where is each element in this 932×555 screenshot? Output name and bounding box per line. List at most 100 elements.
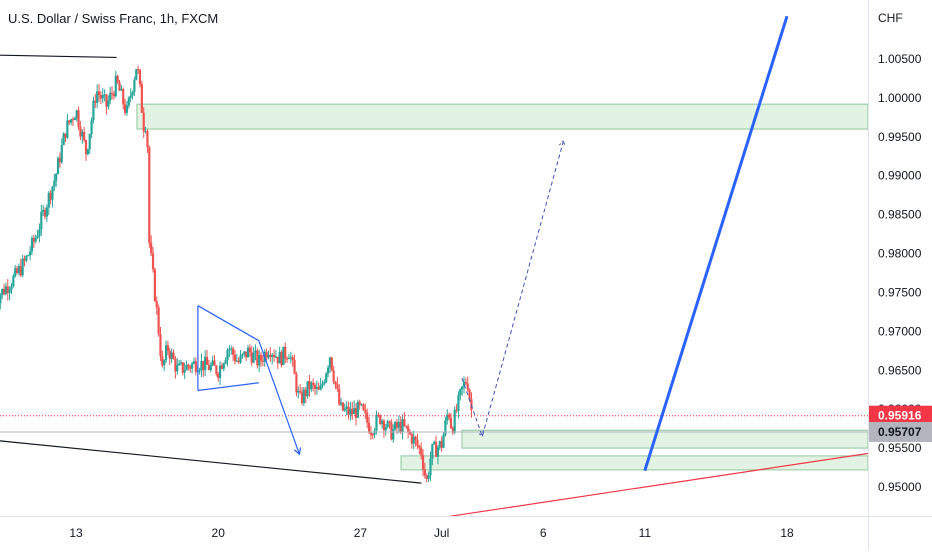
candle[interactable]: [29, 251, 32, 256]
candle[interactable]: [97, 91, 101, 95]
candle[interactable]: [10, 286, 13, 290]
candle[interactable]: [36, 235, 39, 238]
candle[interactable]: [394, 422, 397, 430]
candle[interactable]: [172, 352, 175, 360]
candle[interactable]: [105, 94, 108, 107]
candle[interactable]: [174, 359, 177, 372]
candle[interactable]: [326, 367, 330, 374]
candle[interactable]: [183, 370, 186, 373]
candle[interactable]: [421, 455, 425, 470]
candle[interactable]: [304, 389, 307, 397]
candle[interactable]: [114, 75, 117, 97]
candle[interactable]: [438, 441, 441, 448]
candle[interactable]: [138, 69, 142, 85]
candle[interactable]: [362, 404, 365, 410]
candle[interactable]: [217, 373, 220, 378]
candle[interactable]: [297, 391, 300, 393]
candle[interactable]: [92, 100, 95, 121]
candle[interactable]: [353, 408, 356, 415]
candle[interactable]: [325, 373, 328, 383]
candle[interactable]: [258, 355, 261, 366]
candle[interactable]: [349, 408, 352, 415]
candle[interactable]: [423, 469, 426, 476]
candle[interactable]: [157, 307, 160, 335]
candle[interactable]: [168, 350, 171, 359]
candle[interactable]: [81, 131, 84, 137]
candle[interactable]: [269, 354, 272, 357]
candle[interactable]: [34, 237, 37, 242]
candle[interactable]: [414, 436, 417, 440]
candle[interactable]: [17, 266, 21, 273]
candle[interactable]: [19, 266, 22, 276]
candle[interactable]: [351, 408, 354, 415]
candle[interactable]: [200, 360, 203, 371]
candle[interactable]: [187, 364, 190, 367]
candle[interactable]: [451, 427, 454, 433]
candle[interactable]: [369, 432, 372, 435]
candle[interactable]: [77, 110, 80, 127]
candle[interactable]: [245, 351, 248, 358]
candle[interactable]: [384, 427, 387, 431]
candle[interactable]: [395, 422, 399, 428]
candle[interactable]: [40, 211, 43, 230]
candle[interactable]: [163, 360, 166, 366]
candle[interactable]: [267, 354, 270, 358]
candle[interactable]: [418, 445, 421, 448]
candle[interactable]: [202, 360, 205, 371]
candle[interactable]: [209, 365, 212, 370]
candle[interactable]: [278, 351, 281, 364]
candle[interactable]: [146, 131, 149, 148]
candle[interactable]: [328, 357, 332, 368]
candle[interactable]: [347, 406, 350, 415]
candle[interactable]: [142, 112, 145, 132]
candle[interactable]: [461, 386, 464, 390]
candle[interactable]: [118, 82, 121, 91]
candle[interactable]: [340, 402, 343, 405]
candle[interactable]: [390, 422, 393, 440]
candle[interactable]: [397, 421, 400, 428]
candle[interactable]: [47, 192, 50, 208]
candle[interactable]: [68, 120, 71, 123]
candle[interactable]: [356, 401, 359, 418]
candle[interactable]: [94, 100, 97, 103]
candle[interactable]: [468, 389, 471, 400]
candle[interactable]: [116, 75, 119, 83]
candle[interactable]: [416, 439, 419, 446]
candle[interactable]: [4, 286, 8, 295]
candle[interactable]: [464, 381, 467, 384]
candle[interactable]: [285, 358, 289, 360]
candle[interactable]: [256, 350, 259, 366]
candle[interactable]: [323, 382, 326, 384]
candle[interactable]: [312, 382, 315, 386]
candle[interactable]: [449, 417, 453, 428]
candle[interactable]: [295, 374, 298, 393]
candle[interactable]: [110, 92, 114, 94]
candle[interactable]: [211, 360, 214, 366]
candle[interactable]: [56, 158, 60, 174]
candle[interactable]: [300, 392, 304, 404]
zone-rect[interactable]: [136, 103, 869, 130]
candle[interactable]: [360, 404, 363, 406]
candle[interactable]: [239, 355, 242, 363]
candle[interactable]: [181, 362, 184, 373]
candle[interactable]: [51, 186, 54, 200]
candle[interactable]: [446, 414, 449, 421]
candle[interactable]: [442, 434, 445, 448]
candle[interactable]: [466, 383, 469, 390]
candle[interactable]: [259, 355, 263, 361]
candle[interactable]: [399, 421, 402, 432]
candle[interactable]: [434, 441, 438, 457]
trendline[interactable]: [0, 440, 422, 484]
candle[interactable]: [440, 441, 443, 448]
candle[interactable]: [280, 351, 283, 366]
candle[interactable]: [408, 431, 412, 434]
trendline[interactable]: [0, 54, 117, 59]
candle[interactable]: [224, 359, 227, 364]
candle[interactable]: [107, 100, 110, 107]
candle[interactable]: [338, 388, 341, 405]
candle[interactable]: [222, 363, 225, 369]
candle[interactable]: [140, 84, 143, 113]
candle[interactable]: [427, 475, 430, 479]
candle[interactable]: [99, 94, 102, 99]
candle[interactable]: [164, 345, 168, 361]
